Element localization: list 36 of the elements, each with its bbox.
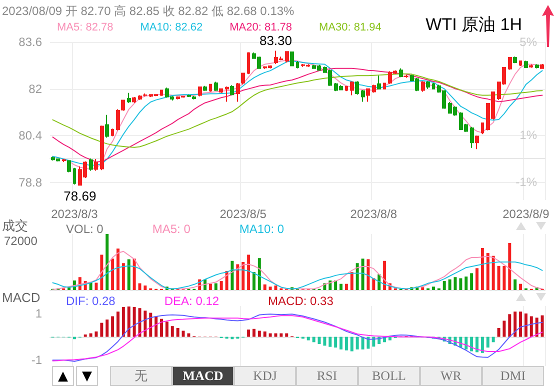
series-label: DEA: 0.12 <box>164 294 220 308</box>
text: MACD <box>172 366 234 386</box>
text: DIF: 0.28 <box>66 294 116 308</box>
y-tick-label: 80.4 <box>18 128 42 143</box>
chart-title: WTI 原油 1H <box>426 15 522 34</box>
text: RSI <box>296 366 358 386</box>
text: MA30: 81.94 <box>319 22 382 34</box>
x-tick-label: 2023/8/5 <box>220 207 267 221</box>
text: 无 <box>110 366 172 386</box>
y-tick-label: -1 <box>31 353 42 368</box>
series-label: MACD: 0.33 <box>268 294 334 308</box>
series-label: VOL: 0 <box>66 222 104 236</box>
text: MA10: 82.62 <box>140 22 203 34</box>
y-tick-label: 83.6 <box>18 35 42 49</box>
text: WR <box>420 366 482 386</box>
x-tick-label: 2023/8/3 <box>51 207 98 221</box>
text: 2023/08/09 开 82.70 高 82.85 收 82.82 低 82.68 0.13% <box>2 4 295 18</box>
text: MA10: 0 <box>239 222 284 236</box>
text: ▲ <box>52 366 74 386</box>
y-axis-title: MACD <box>2 290 40 305</box>
text: MA5: 0 <box>152 222 191 236</box>
x-tick-label: 2023/8/8 <box>350 207 398 221</box>
text: DMI <box>482 366 544 386</box>
y-tick-label: 82 <box>28 82 42 96</box>
annotation: 78.69 <box>64 188 96 204</box>
y-axis-title: 成交 <box>2 218 28 233</box>
y-tick-label: 78.8 <box>18 175 42 190</box>
x-tick-label: 2023/8/9 <box>502 207 550 221</box>
text: KDJ <box>234 366 296 386</box>
text: 72000 <box>4 234 38 248</box>
text: MA5: 82.78 <box>57 22 114 34</box>
annotation: 83.30 <box>259 32 292 48</box>
y-tick-label: 1 <box>35 306 42 320</box>
text: BOLL <box>358 366 420 386</box>
text: MA20: 81.78 <box>230 22 292 34</box>
text: ▼ <box>76 366 98 386</box>
